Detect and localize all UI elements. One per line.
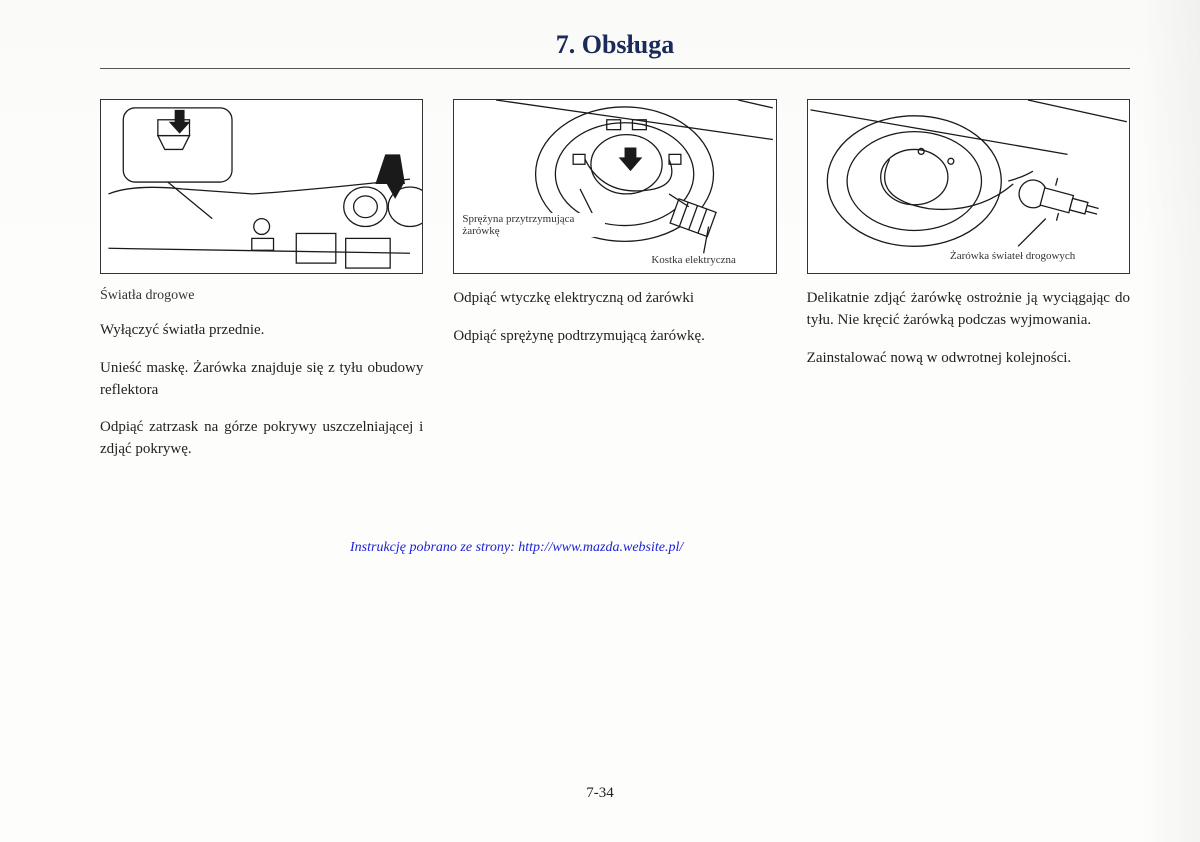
para: Wyłączyć światła przednie. [100, 320, 423, 342]
para: Delikatnie zdjąć żarówkę ostrożnie ją wy… [807, 288, 1130, 332]
para: Odpiąć sprężynę podtrzymującą żarówkę. [453, 326, 776, 348]
fig-label-spring: Sprężyna przytrzymująca żarówkę [460, 213, 605, 237]
diagram-1 [101, 100, 422, 273]
download-note: Instrukcję pobrano ze strony: http://www… [350, 540, 683, 556]
manual-page: 7. Obsługa [0, 0, 1200, 842]
column-2: Sprężyna przytrzymująca żarówkę Kostka e… [453, 99, 776, 477]
para: Zainstalować nową w odwrotnej kolejności… [807, 348, 1130, 370]
diagram-3 [808, 100, 1129, 273]
figure-headlight-location [100, 99, 423, 274]
page-edge-shadow [1140, 0, 1200, 842]
content-columns: Światła drogowe Wyłączyć światła przedni… [90, 99, 1140, 477]
fig-label-bulb: Żarówka świateł drogowych [923, 250, 1103, 262]
figure-bulb-removal: Żarówka świateł drogowych [807, 99, 1130, 274]
para: Odpiąć wtyczkę elektryczną od żarówki [453, 288, 776, 310]
para: Odpiąć zatrzask na górze pokrywy uszczel… [100, 417, 423, 461]
para: Unieść maskę. Żarówka znajduje się z tył… [100, 358, 423, 402]
title-rule [100, 68, 1130, 69]
page-number: 7-34 [0, 785, 1200, 802]
column-1: Światła drogowe Wyłączyć światła przedni… [100, 99, 423, 477]
diagram-2 [454, 100, 775, 273]
column-3: Żarówka świateł drogowych Delikatnie zdj… [807, 99, 1130, 477]
chapter-title: 7. Obsługa [90, 30, 1140, 60]
figure-connector-spring: Sprężyna przytrzymująca żarówkę Kostka e… [453, 99, 776, 274]
figure-caption-1: Światła drogowe [100, 288, 423, 304]
fig-label-connector: Kostka elektryczna [649, 254, 764, 266]
